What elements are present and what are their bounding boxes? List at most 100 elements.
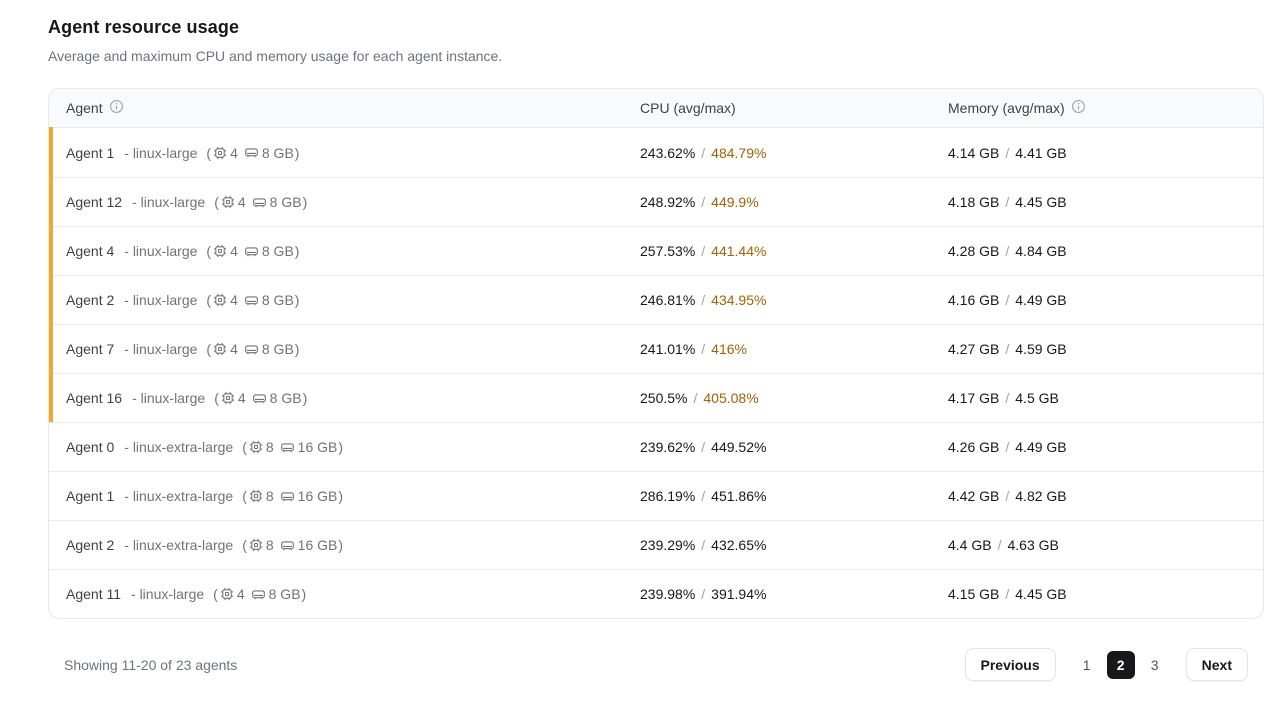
ram-icon: [280, 538, 295, 553]
spec-memory-size: 16 GB: [297, 488, 338, 504]
cpu-max-value: 416%: [711, 341, 747, 357]
memory-cell: 4.28 GB / 4.84 GB: [948, 243, 1263, 259]
value-separator: /: [1005, 243, 1010, 259]
spec-open-paren: (: [242, 537, 247, 553]
memory-avg-value: 4.15 GB: [948, 586, 1000, 602]
table-row: Agent 1 - linux-large ( 4: [49, 127, 1263, 177]
spec-memory-size: 16 GB: [297, 537, 338, 553]
agent-name: Agent 7: [66, 341, 115, 357]
spec-memory-size: 8 GB: [268, 586, 301, 602]
agent-cell: Agent 0 - linux-extra-large ( 8: [49, 439, 640, 455]
spec-open-paren: (: [214, 390, 219, 406]
spec-open-paren: (: [213, 586, 218, 602]
agent-cell: Agent 1 - linux-large ( 4: [49, 145, 640, 161]
agent-spec: ( 4: [213, 586, 306, 602]
value-separator: /: [701, 243, 706, 259]
previous-page-button[interactable]: Previous: [964, 648, 1056, 681]
value-separator: /: [1005, 341, 1010, 357]
spec-close-paren: ): [338, 439, 344, 455]
memory-cell: 4.4 GB / 4.63 GB: [948, 537, 1263, 553]
agent-cell: Agent 1 - linux-extra-large ( 8: [49, 488, 640, 504]
spec-cpu-count: 8: [265, 537, 274, 553]
value-separator: /: [1005, 292, 1010, 308]
agent-machine-type: - linux-large: [124, 292, 198, 308]
ram-icon: [244, 293, 259, 308]
cpu-max-value: 449.9%: [711, 194, 759, 210]
cpu-chip-icon: [249, 489, 263, 503]
spec-close-paren: ): [294, 243, 300, 259]
ram-icon: [252, 195, 267, 210]
agent-spec: ( 8: [242, 537, 343, 553]
agent-cell: Agent 16 - linux-large ( 4: [49, 390, 640, 406]
agent-spec: ( 8: [242, 488, 343, 504]
spec-memory-size: 8 GB: [269, 390, 302, 406]
page-number-2-current[interactable]: 2: [1106, 650, 1135, 679]
spec-memory-size: 16 GB: [297, 439, 338, 455]
column-header-cpu-label: CPU (avg/max): [640, 100, 736, 116]
agent-spec: ( 4: [206, 145, 299, 161]
value-separator: /: [997, 537, 1002, 553]
memory-cell: 4.18 GB / 4.45 GB: [948, 194, 1263, 210]
memory-cell: 4.15 GB / 4.45 GB: [948, 586, 1263, 602]
cpu-chip-icon: [213, 293, 227, 307]
next-page-button[interactable]: Next: [1185, 648, 1248, 681]
value-separator: /: [701, 586, 706, 602]
info-icon[interactable]: [1071, 99, 1086, 117]
table-row: Agent 2 - linux-extra-large ( 8: [49, 520, 1263, 569]
spec-memory-size: 8 GB: [269, 194, 302, 210]
value-separator: /: [1005, 439, 1010, 455]
agent-name: Agent 12: [66, 194, 123, 210]
cpu-avg-value: 239.98%: [640, 586, 696, 602]
ram-icon: [252, 391, 267, 406]
agent-name: Agent 2: [66, 292, 115, 308]
memory-avg-value: 4.26 GB: [948, 439, 1000, 455]
cpu-cell: 243.62% / 484.79%: [640, 145, 948, 161]
memory-max-value: 4.49 GB: [1015, 439, 1067, 455]
agent-machine-type: - linux-large: [124, 243, 198, 259]
agent-name: Agent 0: [66, 439, 115, 455]
memory-max-value: 4.63 GB: [1007, 537, 1059, 553]
agent-name: Agent 1: [66, 488, 115, 504]
table-header-row: Agent CPU (avg/max) Memory (avg/max): [49, 89, 1263, 128]
cpu-chip-icon: [213, 146, 227, 160]
agent-spec: ( 8: [242, 439, 343, 455]
memory-avg-value: 4.18 GB: [948, 194, 1000, 210]
agent-cell: Agent 12 - linux-large ( 4: [49, 194, 640, 210]
table-body: Agent 1 - linux-large ( 4: [49, 127, 1263, 618]
memory-max-value: 4.45 GB: [1015, 586, 1067, 602]
spec-close-paren: ): [338, 488, 344, 504]
memory-avg-value: 4.28 GB: [948, 243, 1000, 259]
memory-cell: 4.26 GB / 4.49 GB: [948, 439, 1263, 455]
cpu-max-value: 434.95%: [711, 292, 767, 308]
value-separator: /: [701, 537, 706, 553]
cpu-max-value: 432.65%: [711, 537, 767, 553]
agent-machine-type: - linux-large: [132, 194, 206, 210]
cpu-cell: 239.98% / 391.94%: [640, 586, 948, 602]
ram-icon: [244, 145, 259, 160]
agent-name: Agent 2: [66, 537, 115, 553]
agent-name: Agent 16: [66, 390, 123, 406]
spec-memory-size: 8 GB: [261, 341, 294, 357]
memory-max-value: 4.41 GB: [1015, 144, 1067, 161]
ram-icon: [280, 440, 295, 455]
memory-avg-value: 4.14 GB: [948, 144, 1000, 161]
info-icon[interactable]: [109, 99, 124, 117]
cpu-avg-value: 243.62%: [640, 144, 696, 161]
cpu-cell: 257.53% / 441.44%: [640, 243, 948, 259]
agent-machine-type: - linux-extra-large: [124, 537, 234, 553]
table-row: Agent 2 - linux-large ( 4: [49, 275, 1263, 324]
cpu-avg-value: 239.29%: [640, 537, 696, 553]
spec-cpu-count: 4: [230, 292, 238, 308]
page-number-1[interactable]: 1: [1073, 651, 1101, 679]
cpu-chip-icon: [221, 195, 235, 209]
page-number-3[interactable]: 3: [1141, 651, 1169, 679]
table-row: Agent 12 - linux-large ( 4: [49, 177, 1263, 226]
agent-name: Agent 1: [66, 144, 115, 161]
ram-icon: [251, 587, 266, 602]
spec-close-paren: ): [338, 537, 344, 553]
memory-max-value: 4.82 GB: [1015, 488, 1067, 504]
spec-cpu-count: 4: [236, 586, 245, 602]
